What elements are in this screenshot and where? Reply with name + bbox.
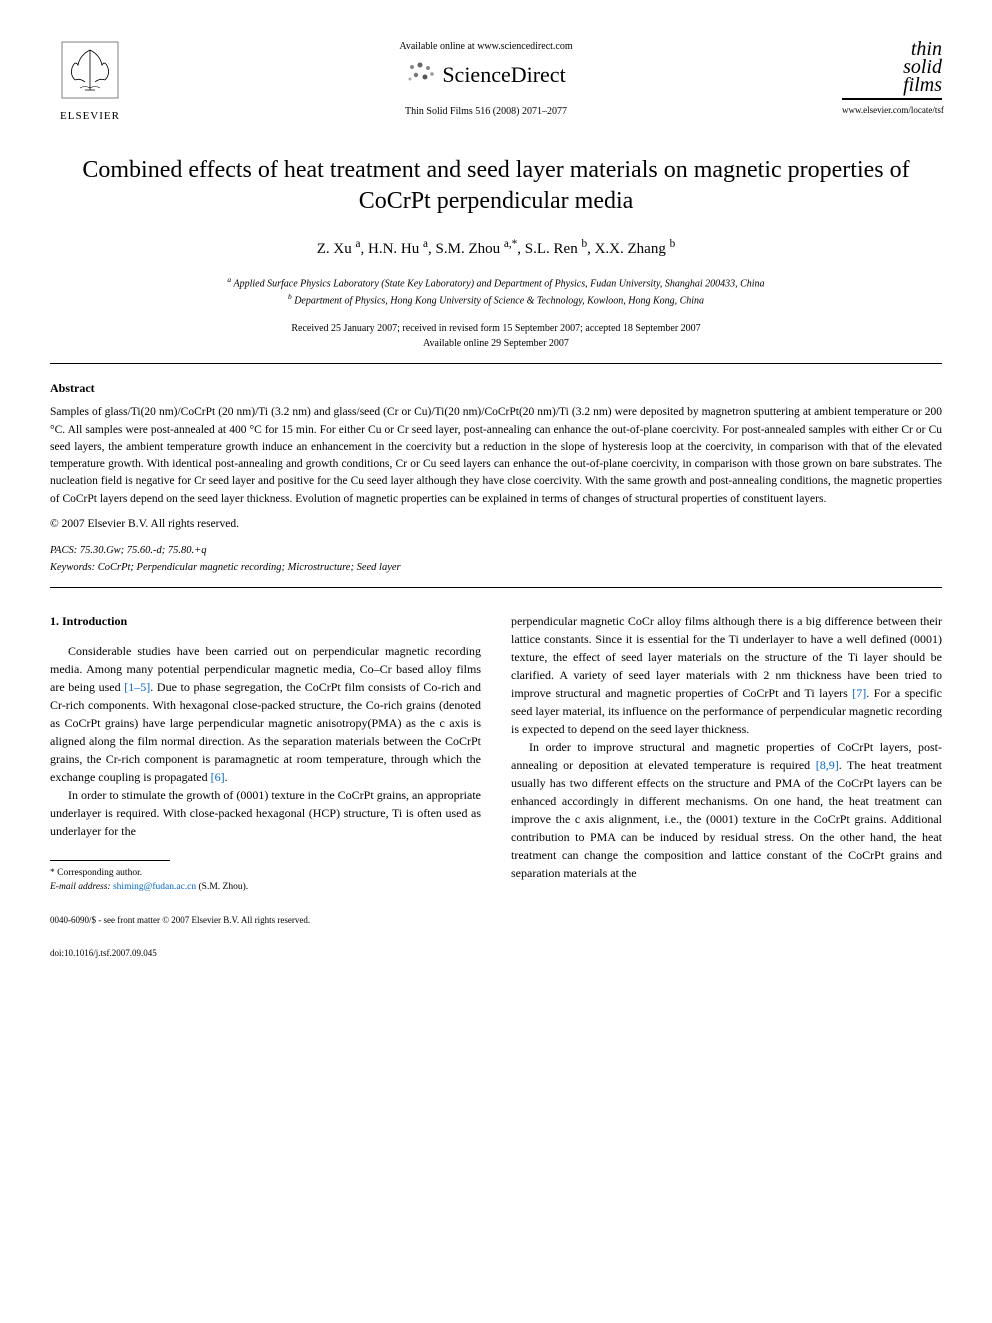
email-author-name: (S.M. Zhou).: [196, 882, 248, 892]
citation-link[interactable]: [1–5]: [124, 680, 150, 694]
journal-logo-text: thin solid films: [842, 40, 942, 100]
affiliations: a Applied Surface Physics Laboratory (St…: [50, 274, 942, 309]
intro-paragraph-2: In order to stimulate the growth of (000…: [50, 786, 481, 840]
footer-doi: doi:10.1016/j.tsf.2007.09.045: [50, 947, 942, 960]
section-1-heading: 1. Introduction: [50, 612, 481, 630]
abstract-copyright: © 2007 Elsevier B.V. All rights reserved…: [50, 516, 942, 532]
body-columns: 1. Introduction Considerable studies hav…: [50, 612, 942, 894]
article-title: Combined effects of heat treatment and s…: [50, 155, 942, 217]
pacs-line: PACS: 75.30.Gw; 75.60.-d; 75.80.+q: [50, 544, 942, 559]
journal-logo-line: films: [842, 76, 942, 94]
journal-header: ELSEVIER Available online at www.science…: [50, 40, 942, 125]
citation-link[interactable]: [7]: [852, 686, 866, 700]
affiliation-a: a Applied Surface Physics Laboratory (St…: [50, 274, 942, 291]
intro-paragraph-3: In order to improve structural and magne…: [511, 738, 942, 882]
publisher-logo-block: ELSEVIER: [50, 40, 130, 125]
p1-text-mid: . Due to phase segregation, the CoCrPt f…: [50, 680, 481, 784]
available-online-text: Available online at www.sciencedirect.co…: [130, 40, 842, 54]
footer-issn: 0040-6090/$ - see front matter © 2007 El…: [50, 914, 942, 927]
abstract-body: Samples of glass/Ti(20 nm)/CoCrPt (20 nm…: [50, 404, 942, 508]
sciencedirect-logo: ScienceDirect: [130, 60, 842, 93]
email-label: E-mail address:: [50, 882, 113, 892]
affiliation-a-text: Applied Surface Physics Laboratory (Stat…: [234, 278, 765, 289]
elsevier-tree-icon: [60, 40, 120, 100]
rule-below-keywords: [50, 587, 942, 588]
citation-link[interactable]: [6]: [211, 770, 225, 784]
email-link[interactable]: shiming@fudan.ac.cn: [113, 882, 196, 892]
left-column: 1. Introduction Considerable studies hav…: [50, 612, 481, 894]
right-column: perpendicular magnetic CoCr alloy films …: [511, 612, 942, 894]
platform-name: ScienceDirect: [442, 62, 565, 87]
authors-line: Z. Xu a, H.N. Hu a, S.M. Zhou a,*, S.L. …: [50, 237, 942, 260]
p1-text-post: .: [225, 770, 228, 784]
affiliation-b: b Department of Physics, Hong Kong Unive…: [50, 291, 942, 308]
intro-paragraph-2-cont: perpendicular magnetic CoCr alloy films …: [511, 612, 942, 738]
article-dates: Received 25 January 2007; received in re…: [50, 321, 942, 351]
available-date: Available online 29 September 2007: [50, 336, 942, 351]
email-footnote: E-mail address: shiming@fudan.ac.cn (S.M…: [50, 881, 481, 894]
corresponding-author-note: * Corresponding author.: [50, 867, 481, 880]
publisher-name: ELSEVIER: [50, 109, 130, 124]
received-date: Received 25 January 2007; received in re…: [50, 321, 942, 336]
abstract-heading: Abstract: [50, 380, 942, 397]
affiliation-b-text: Department of Physics, Hong Kong Univers…: [294, 296, 704, 307]
citation-link[interactable]: [8,9]: [816, 758, 839, 772]
intro-paragraph-1: Considerable studies have been carried o…: [50, 642, 481, 786]
journal-url[interactable]: www.elsevier.com/locate/tsf: [842, 104, 942, 117]
rp2-post: . The heat treatment usually has two dif…: [511, 758, 942, 880]
sciencedirect-dots-icon: [406, 61, 436, 94]
rule-above-abstract: [50, 363, 942, 364]
footnote-separator: [50, 860, 170, 861]
journal-citation: Thin Solid Films 516 (2008) 2071–2077: [130, 105, 842, 119]
header-center: Available online at www.sciencedirect.co…: [130, 40, 842, 119]
keywords-line: Keywords: CoCrPt; Perpendicular magnetic…: [50, 561, 942, 576]
journal-logo-block: thin solid films www.elsevier.com/locate…: [842, 40, 942, 117]
